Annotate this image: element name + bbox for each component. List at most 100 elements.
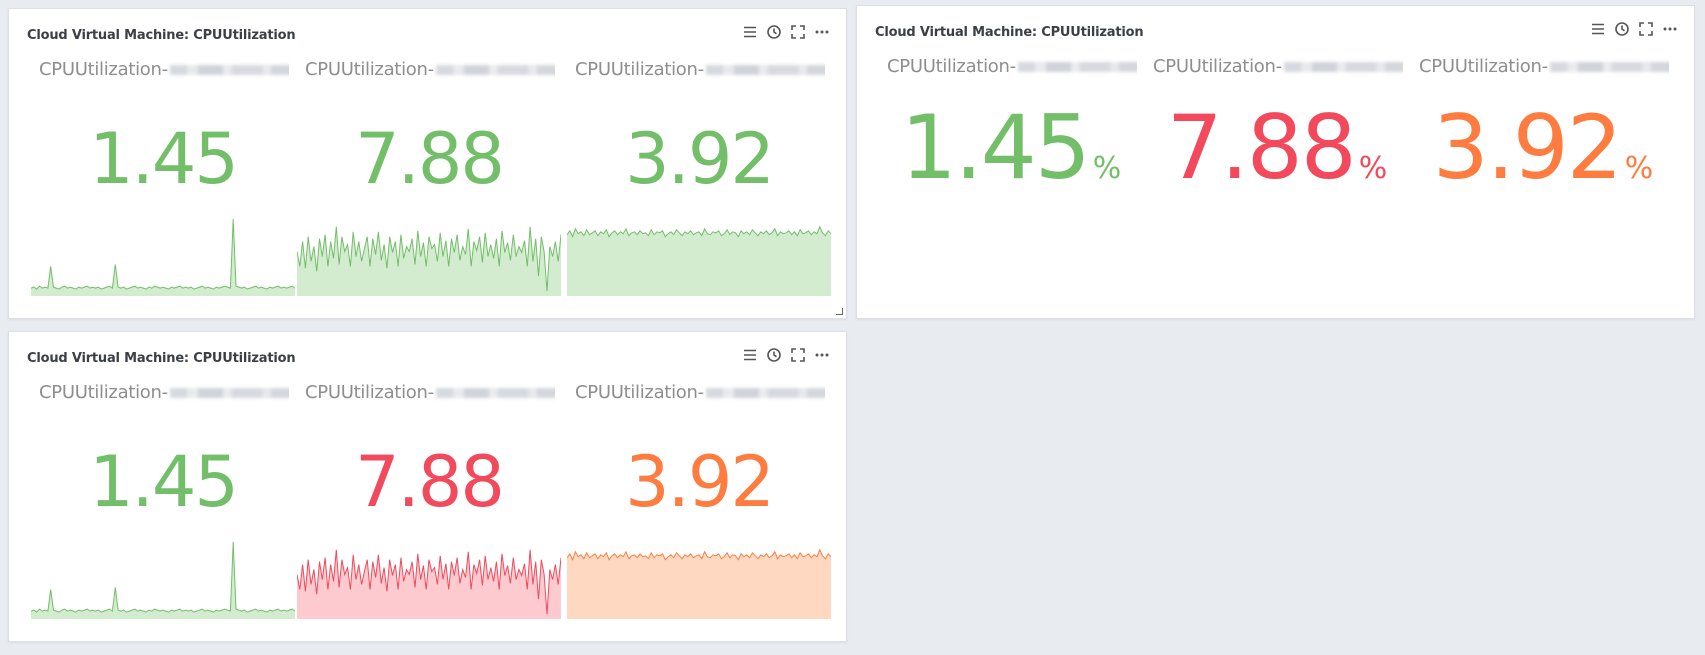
stat-name: CPUUtilization-	[887, 56, 1137, 77]
sparkline-area	[297, 226, 561, 296]
redacted-instance-id	[169, 65, 289, 75]
panel-toolbar	[742, 24, 830, 40]
sparkline	[31, 531, 295, 619]
clock-icon[interactable]	[766, 347, 782, 363]
more-icon[interactable]	[814, 347, 830, 363]
stat-value: 3.92%	[1411, 98, 1675, 219]
stat-number: 7.88	[355, 441, 505, 523]
stat-name: CPUUtilization-	[1153, 56, 1403, 77]
redacted-instance-id	[169, 388, 289, 398]
stat-value: 3.92	[567, 440, 831, 524]
stat-name-text: CPUUtilization-	[305, 59, 434, 80]
stat-name: CPUUtilization-	[305, 59, 555, 80]
panel-cpu-top-left: Cloud Virtual Machine: CPUUtilization CP…	[8, 8, 847, 319]
redacted-instance-id	[435, 388, 555, 398]
redacted-instance-id	[1017, 62, 1137, 72]
stat-name: CPUUtilization-	[575, 59, 825, 80]
sparkline-line	[567, 548, 831, 562]
stat-name: CPUUtilization-	[575, 382, 825, 403]
stat-name-text: CPUUtilization-	[1419, 56, 1548, 77]
stat-number: 7.88	[355, 118, 505, 200]
stat-name-text: CPUUtilization-	[575, 59, 704, 80]
stat-unit: %	[1092, 151, 1122, 186]
panel-header[interactable]: Cloud Virtual Machine: CPUUtilization	[9, 332, 846, 372]
sparkline-area	[567, 226, 831, 296]
sparkline-line	[31, 218, 295, 290]
fullscreen-icon[interactable]	[1638, 21, 1654, 37]
resize-handle[interactable]	[836, 308, 843, 315]
stat-number: 3.92	[625, 441, 775, 523]
stat-value: 1.45	[31, 117, 295, 201]
stat-value: 3.92	[567, 117, 831, 201]
stat-name: CPUUtilization-	[1419, 56, 1669, 77]
stat-cell[interactable]: CPUUtilization- 3.92%	[1411, 46, 1675, 318]
stat-cell[interactable]: CPUUtilization- 3.92	[567, 49, 831, 318]
stat-name-text: CPUUtilization-	[39, 382, 168, 403]
sparkline-area	[567, 549, 831, 619]
stat-name: CPUUtilization-	[305, 382, 555, 403]
panel-toolbar	[1590, 21, 1678, 37]
stat-value: 7.88%	[1145, 98, 1409, 219]
sparkline	[297, 531, 561, 619]
stat-number: 1.45	[900, 96, 1091, 199]
redacted-instance-id	[705, 388, 825, 398]
more-icon[interactable]	[814, 24, 830, 40]
stat-cell[interactable]: CPUUtilization- 3.92	[567, 372, 831, 641]
stat-number: 1.45	[89, 441, 239, 523]
stat-value: 1.45	[31, 440, 295, 524]
stat-name: CPUUtilization-	[39, 59, 289, 80]
stat-name-text: CPUUtilization-	[39, 59, 168, 80]
stat-cell[interactable]: CPUUtilization- 7.88	[297, 372, 561, 641]
stat-value: 1.45%	[879, 98, 1143, 219]
redacted-instance-id	[1549, 62, 1669, 72]
menu-icon[interactable]	[742, 24, 758, 40]
stat-number: 3.92	[1432, 96, 1623, 199]
stat-value: 7.88	[297, 440, 561, 524]
sparkline	[567, 208, 831, 296]
stat-cell[interactable]: CPUUtilization- 1.45	[31, 49, 295, 318]
panel-cpu-top-right: Cloud Virtual Machine: CPUUtilization CP…	[856, 5, 1695, 319]
menu-icon[interactable]	[742, 347, 758, 363]
clock-icon[interactable]	[1614, 21, 1630, 37]
panel-cpu-bottom-left: Cloud Virtual Machine: CPUUtilization CP…	[8, 331, 847, 642]
fullscreen-icon[interactable]	[790, 24, 806, 40]
stat-unit: %	[1624, 151, 1654, 186]
panel-toolbar	[742, 347, 830, 363]
stat-cell[interactable]: CPUUtilization- 7.88	[297, 49, 561, 318]
stat-cell[interactable]: CPUUtilization- 7.88%	[1145, 46, 1409, 318]
panel-title: Cloud Virtual Machine: CPUUtilization	[27, 28, 296, 43]
sparkline	[567, 531, 831, 619]
sparkline-area	[31, 541, 295, 619]
stat-name-text: CPUUtilization-	[887, 56, 1016, 77]
stat-number: 7.88	[1166, 96, 1357, 199]
sparkline-line	[297, 549, 561, 615]
stat-number: 3.92	[625, 118, 775, 200]
sparkline	[31, 208, 295, 296]
stat-name: CPUUtilization-	[39, 382, 289, 403]
panel-header[interactable]: Cloud Virtual Machine: CPUUtilization	[9, 9, 846, 49]
menu-icon[interactable]	[1590, 21, 1606, 37]
stat-cell[interactable]: CPUUtilization- 1.45%	[879, 46, 1143, 318]
panel-header[interactable]: Cloud Virtual Machine: CPUUtilization	[857, 6, 1694, 46]
stat-unit: %	[1358, 151, 1388, 186]
stat-name-text: CPUUtilization-	[575, 382, 704, 403]
stat-value: 7.88	[297, 117, 561, 201]
sparkline-area	[31, 218, 295, 296]
stat-name-text: CPUUtilization-	[305, 382, 434, 403]
sparkline	[297, 208, 561, 296]
more-icon[interactable]	[1662, 21, 1678, 37]
clock-icon[interactable]	[766, 24, 782, 40]
redacted-instance-id	[1283, 62, 1403, 72]
sparkline-line	[567, 225, 831, 239]
sparkline-line	[31, 541, 295, 613]
stat-number: 1.45	[89, 118, 239, 200]
sparkline-line	[297, 226, 561, 292]
sparkline-area	[297, 549, 561, 619]
stat-cell[interactable]: CPUUtilization- 1.45	[31, 372, 295, 641]
redacted-instance-id	[435, 65, 555, 75]
panel-title: Cloud Virtual Machine: CPUUtilization	[27, 351, 296, 366]
stat-name-text: CPUUtilization-	[1153, 56, 1282, 77]
fullscreen-icon[interactable]	[790, 347, 806, 363]
panel-title: Cloud Virtual Machine: CPUUtilization	[875, 25, 1144, 40]
redacted-instance-id	[705, 65, 825, 75]
